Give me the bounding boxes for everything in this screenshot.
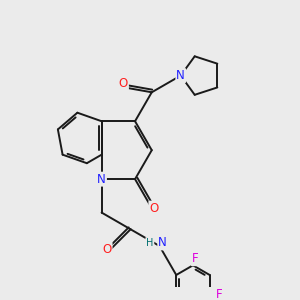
Text: F: F: [216, 288, 223, 300]
Text: H: H: [146, 238, 154, 248]
Text: O: O: [119, 77, 128, 90]
Text: N: N: [176, 69, 185, 82]
Text: N: N: [158, 236, 167, 249]
Text: F: F: [192, 252, 199, 265]
Text: O: O: [102, 243, 112, 256]
Text: O: O: [149, 202, 159, 214]
Text: N: N: [97, 172, 106, 186]
